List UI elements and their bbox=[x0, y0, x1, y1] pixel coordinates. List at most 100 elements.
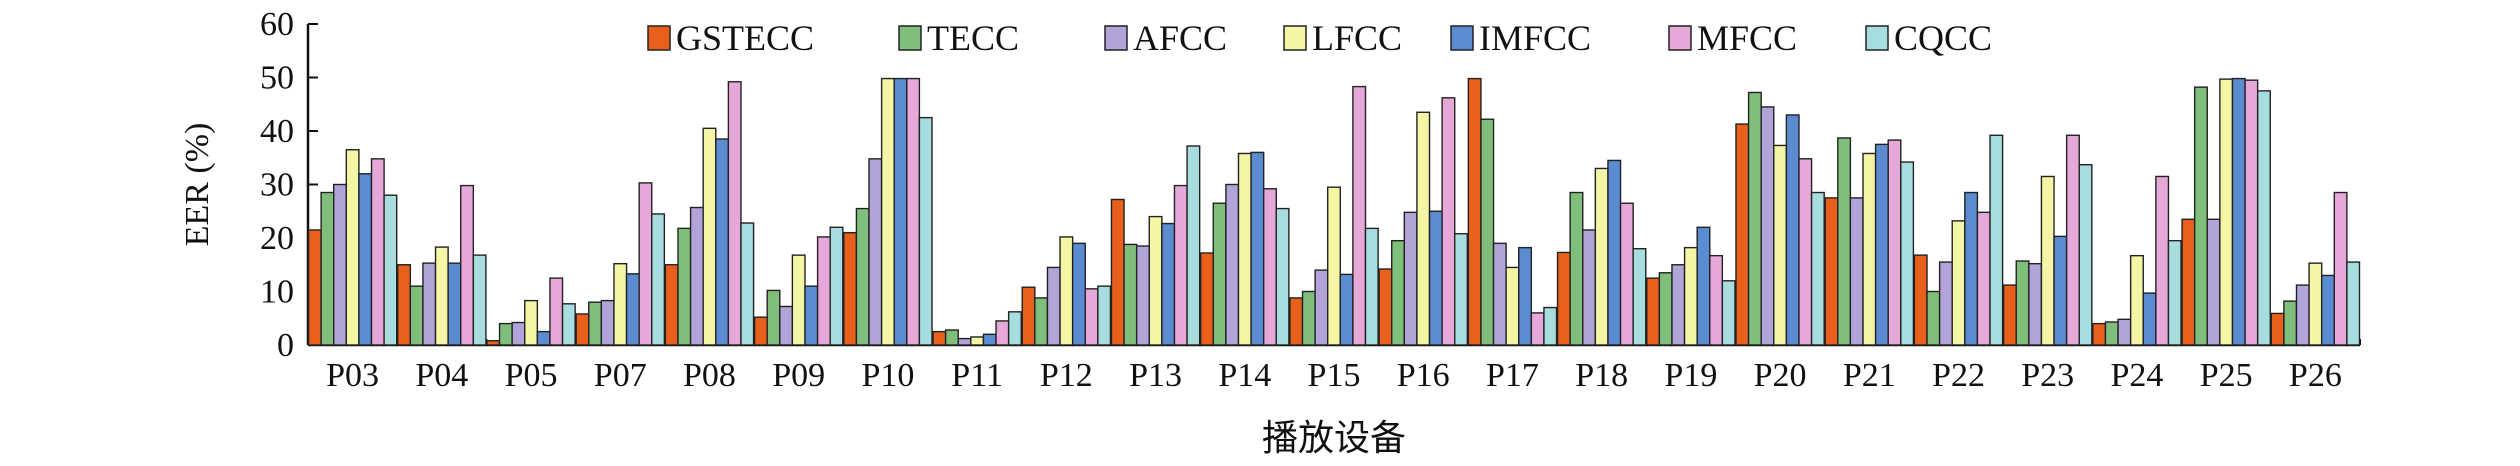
axes-group: 0 10 20 30 40 50 60 P03 P04 P05 P07 P08 P09 P10 P11 P12… bbox=[260, 6, 2361, 394]
legend-swatch-imfcc bbox=[1450, 25, 1474, 51]
bar-tecc-p09 bbox=[766, 289, 781, 346]
bar-afcc-p05 bbox=[511, 321, 526, 346]
bar-imfcc-p16 bbox=[1428, 210, 1443, 346]
legend-label-mfcc: MFCC bbox=[1697, 18, 1797, 58]
bar-afcc-p26 bbox=[2295, 284, 2310, 346]
bar-imfcc-p07 bbox=[625, 273, 640, 346]
bar-cqcc-p23 bbox=[2078, 164, 2093, 346]
bar-lfcc-p26 bbox=[2308, 262, 2323, 346]
x-tick-label: P15 bbox=[1308, 357, 1361, 394]
bar-cqcc-p18 bbox=[1632, 247, 1647, 346]
bar-gstecc-p17 bbox=[1467, 77, 1482, 346]
bar-imfcc-p09 bbox=[804, 285, 819, 346]
bar-imfcc-p11 bbox=[982, 333, 997, 346]
bar-cqcc-p10 bbox=[918, 116, 933, 346]
bar-tecc-p14 bbox=[1212, 202, 1227, 346]
bar-tecc-p10 bbox=[855, 207, 870, 346]
bar-cqcc-p20 bbox=[1810, 191, 1825, 346]
bar-afcc-p10 bbox=[868, 158, 883, 346]
bar-tecc-p22 bbox=[1926, 290, 1941, 346]
y-tick-label: 40 bbox=[260, 113, 294, 150]
bar-mfcc-p18 bbox=[1619, 202, 1634, 346]
x-tick-label: P04 bbox=[415, 357, 468, 394]
bar-lfcc-p22 bbox=[1951, 220, 1966, 346]
bar-afcc-p11 bbox=[957, 337, 972, 346]
bar-lfcc-p14 bbox=[1237, 152, 1252, 346]
x-tick-label: P13 bbox=[1129, 357, 1182, 394]
bar-lfcc-p05 bbox=[524, 299, 539, 346]
bar-tecc-p17 bbox=[1480, 118, 1495, 346]
bar-tecc-p05 bbox=[498, 322, 513, 346]
bar-imfcc-p12 bbox=[1071, 242, 1086, 346]
x-tick-label: P24 bbox=[2110, 357, 2163, 394]
bar-imfcc-p13 bbox=[1161, 222, 1176, 346]
bar-tecc-p24 bbox=[2104, 321, 2119, 346]
bar-gstecc-p03 bbox=[307, 229, 322, 346]
bar-tecc-p16 bbox=[1391, 239, 1406, 346]
bar-afcc-p19 bbox=[1671, 264, 1686, 346]
bar-afcc-p16 bbox=[1403, 211, 1418, 346]
bar-imfcc-p14 bbox=[1250, 151, 1265, 346]
legend-swatch-tecc bbox=[898, 25, 922, 51]
bar-cqcc-p12 bbox=[1097, 285, 1112, 346]
bar-tecc-p20 bbox=[1747, 91, 1762, 346]
bar-imfcc-p21 bbox=[1874, 143, 1889, 346]
x-tick-label: P14 bbox=[1218, 357, 1271, 394]
bar-lfcc-p20 bbox=[1773, 144, 1788, 346]
legend-label-lfcc: LFCC bbox=[1312, 18, 1402, 58]
bar-lfcc-p23 bbox=[2040, 175, 2055, 346]
y-tick-label: 50 bbox=[260, 60, 294, 97]
legend-label-gstecc: GSTECC bbox=[676, 18, 814, 58]
bar-lfcc-p12 bbox=[1059, 236, 1074, 346]
bar-afcc-p20 bbox=[1760, 106, 1775, 346]
x-tick-label: P17 bbox=[1486, 357, 1539, 394]
bar-imfcc-p15 bbox=[1339, 273, 1354, 346]
bar-cqcc-p21 bbox=[1900, 161, 1915, 346]
bar-gstecc-p22 bbox=[1913, 254, 1928, 346]
bar-mfcc-p23 bbox=[2065, 134, 2080, 346]
bar-gstecc-p19 bbox=[1646, 277, 1661, 346]
legend-label-afcc: AFCC bbox=[1133, 18, 1227, 58]
bar-mfcc-p08 bbox=[727, 81, 742, 346]
bar-afcc-p17 bbox=[1492, 242, 1507, 346]
legend-swatch-lfcc bbox=[1283, 25, 1307, 51]
legend-swatch-gstecc bbox=[647, 25, 671, 51]
bar-lfcc-p13 bbox=[1148, 215, 1163, 346]
bar-imfcc-p18 bbox=[1607, 159, 1622, 346]
bar-cqcc-p09 bbox=[829, 226, 844, 346]
bar-cqcc-p16 bbox=[1454, 233, 1469, 346]
bar-mfcc-p16 bbox=[1441, 97, 1456, 346]
bar-cqcc-p14 bbox=[1275, 207, 1290, 346]
x-tick-label: P07 bbox=[594, 357, 647, 394]
bar-lfcc-p11 bbox=[970, 336, 985, 346]
bar-gstecc-p20 bbox=[1735, 123, 1750, 346]
bar-lfcc-p25 bbox=[2219, 78, 2234, 346]
bar-tecc-p03 bbox=[320, 191, 335, 346]
x-tick-label: P08 bbox=[683, 357, 736, 394]
bar-mfcc-p11 bbox=[995, 320, 1010, 346]
bar-mfcc-p03 bbox=[370, 158, 385, 346]
x-tick-label: P09 bbox=[772, 357, 825, 394]
x-tick-label: P19 bbox=[1664, 357, 1717, 394]
bar-gstecc-p04 bbox=[397, 264, 412, 346]
bar-afcc-p25 bbox=[2206, 218, 2221, 346]
bar-cqcc-p11 bbox=[1007, 311, 1022, 346]
bar-afcc-p24 bbox=[2117, 318, 2132, 346]
bar-afcc-p13 bbox=[1135, 245, 1150, 346]
bar-mfcc-p14 bbox=[1262, 188, 1277, 346]
y-tick-label: 30 bbox=[260, 167, 294, 204]
bar-tecc-p11 bbox=[944, 329, 959, 346]
bar-lfcc-p24 bbox=[2129, 254, 2144, 346]
y-tick-label: 60 bbox=[260, 6, 294, 43]
bar-mfcc-p25 bbox=[2244, 79, 2259, 346]
bar-lfcc-p18 bbox=[1594, 167, 1609, 346]
bars-group bbox=[307, 77, 2361, 346]
bar-mfcc-p26 bbox=[2333, 191, 2348, 346]
legend-swatch-cqcc bbox=[1865, 25, 1889, 51]
bar-tecc-p23 bbox=[2015, 260, 2030, 346]
bar-gstecc-p14 bbox=[1199, 252, 1214, 346]
legend-label-cqcc: CQCC bbox=[1894, 18, 1992, 58]
bar-cqcc-p26 bbox=[2346, 261, 2361, 346]
bar-afcc-p23 bbox=[2028, 262, 2043, 346]
bar-lfcc-p07 bbox=[613, 262, 628, 346]
